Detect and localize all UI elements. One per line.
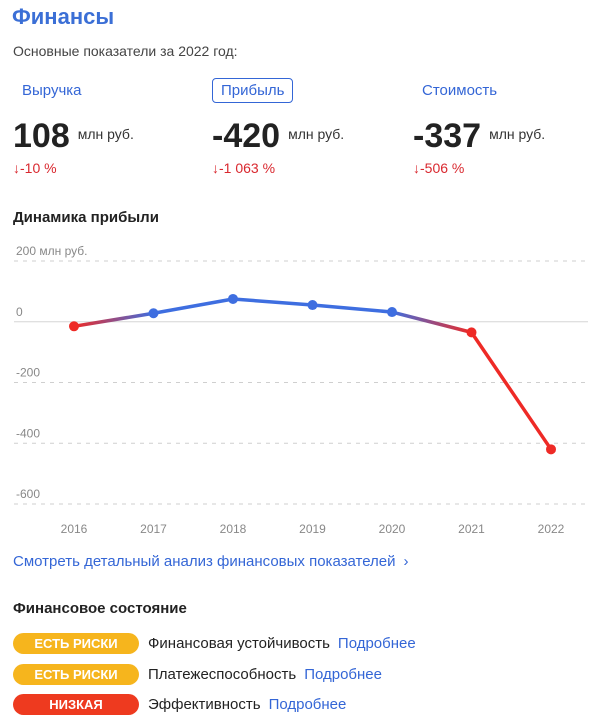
state-label: Финансовая устойчивость (148, 635, 330, 652)
tab-cost[interactable]: Стоимость (422, 82, 498, 99)
series-line-segment (151, 297, 235, 315)
series-line-segment (310, 303, 394, 314)
metric-change: ↓-10 % (13, 160, 57, 176)
x-tick-label: 2020 (379, 522, 406, 536)
metric-value-cost: Стоимость -337 млн руб. ↓-506 % (413, 78, 596, 176)
state-title: Финансовое состояние (13, 600, 187, 617)
series-line-segment (231, 297, 315, 307)
dynamics-title: Динамика прибыли (13, 209, 159, 226)
metric-unit: млн руб. (489, 126, 546, 142)
more-link[interactable]: Подробнее (268, 696, 347, 713)
metric-change: ↓-506 % (413, 160, 465, 176)
data-point[interactable] (228, 293, 238, 304)
chevron-right-icon: › (403, 553, 409, 570)
series-line-segment (469, 330, 553, 452)
tab-profit[interactable]: Прибыль (212, 78, 294, 103)
status-badge: НИЗКАЯ (13, 694, 139, 715)
x-tick-label: 2019 (299, 522, 326, 536)
details-link[interactable]: Смотреть детальный анализ финансовых пок… (13, 553, 409, 570)
data-point[interactable] (307, 300, 318, 311)
metric-unit: млн руб. (288, 126, 345, 142)
x-tick-label: 2016 (61, 522, 88, 536)
metric-profit: Прибыль -420 млн руб. ↓-1 063 % (212, 78, 402, 176)
metric-change: ↓-1 063 % (212, 160, 276, 176)
state-row-efficiency: НИЗКАЯ Эффективность Подробнее (13, 694, 346, 715)
y-tick-label: -400 (16, 426, 40, 440)
y-tick-label: 0 (16, 305, 23, 319)
metric-value: -420 (212, 117, 281, 155)
more-link[interactable]: Подробнее (337, 635, 416, 652)
data-point[interactable] (546, 444, 556, 455)
y-tick-label: -600 (16, 487, 40, 501)
data-point[interactable] (148, 308, 159, 319)
x-tick-label: 2017 (140, 522, 167, 536)
data-point[interactable] (69, 321, 79, 332)
state-row-stability: ЕСТЬ РИСКИ Финансовая устойчивость Подро… (13, 633, 416, 654)
state-row-solvency: ЕСТЬ РИСКИ Платежеспособность Подробнее (13, 664, 382, 685)
profit-chart: 200 млн руб. 0 -200 -400 -600 2016 2017 2018 201… (14, 244, 588, 536)
metric-unit: млн руб. (77, 126, 134, 142)
more-link[interactable]: Подробнее (304, 666, 382, 683)
y-tick-label: 200 млн руб. (16, 244, 87, 258)
metric-revenue: Выручка 108 млн руб. ↓-10 % (13, 78, 203, 176)
state-label: Эффективность (148, 696, 261, 713)
details-link-label[interactable]: Смотреть детальный анализ финансовых пок… (13, 553, 396, 570)
status-badge: ЕСТЬ РИСКИ (13, 664, 139, 685)
metric-value: -337 (413, 117, 482, 155)
status-badge: ЕСТЬ РИСКИ (13, 633, 139, 654)
data-point[interactable] (466, 327, 477, 338)
page-title: Финансы (12, 4, 115, 29)
metric-value: 108 (13, 117, 70, 155)
series-line-segment (72, 311, 156, 329)
x-tick-label: 2022 (538, 522, 565, 536)
data-point[interactable] (387, 307, 397, 318)
x-tick-label: 2018 (220, 522, 247, 536)
tab-revenue[interactable]: Выручка (22, 82, 82, 99)
x-tick-label: 2021 (458, 522, 485, 536)
series-line-segment (390, 310, 474, 335)
y-tick-label: -200 (16, 366, 40, 380)
page-subtitle: Основные показатели за 2022 год: (13, 43, 238, 59)
state-label: Платежеспособность (148, 666, 297, 683)
